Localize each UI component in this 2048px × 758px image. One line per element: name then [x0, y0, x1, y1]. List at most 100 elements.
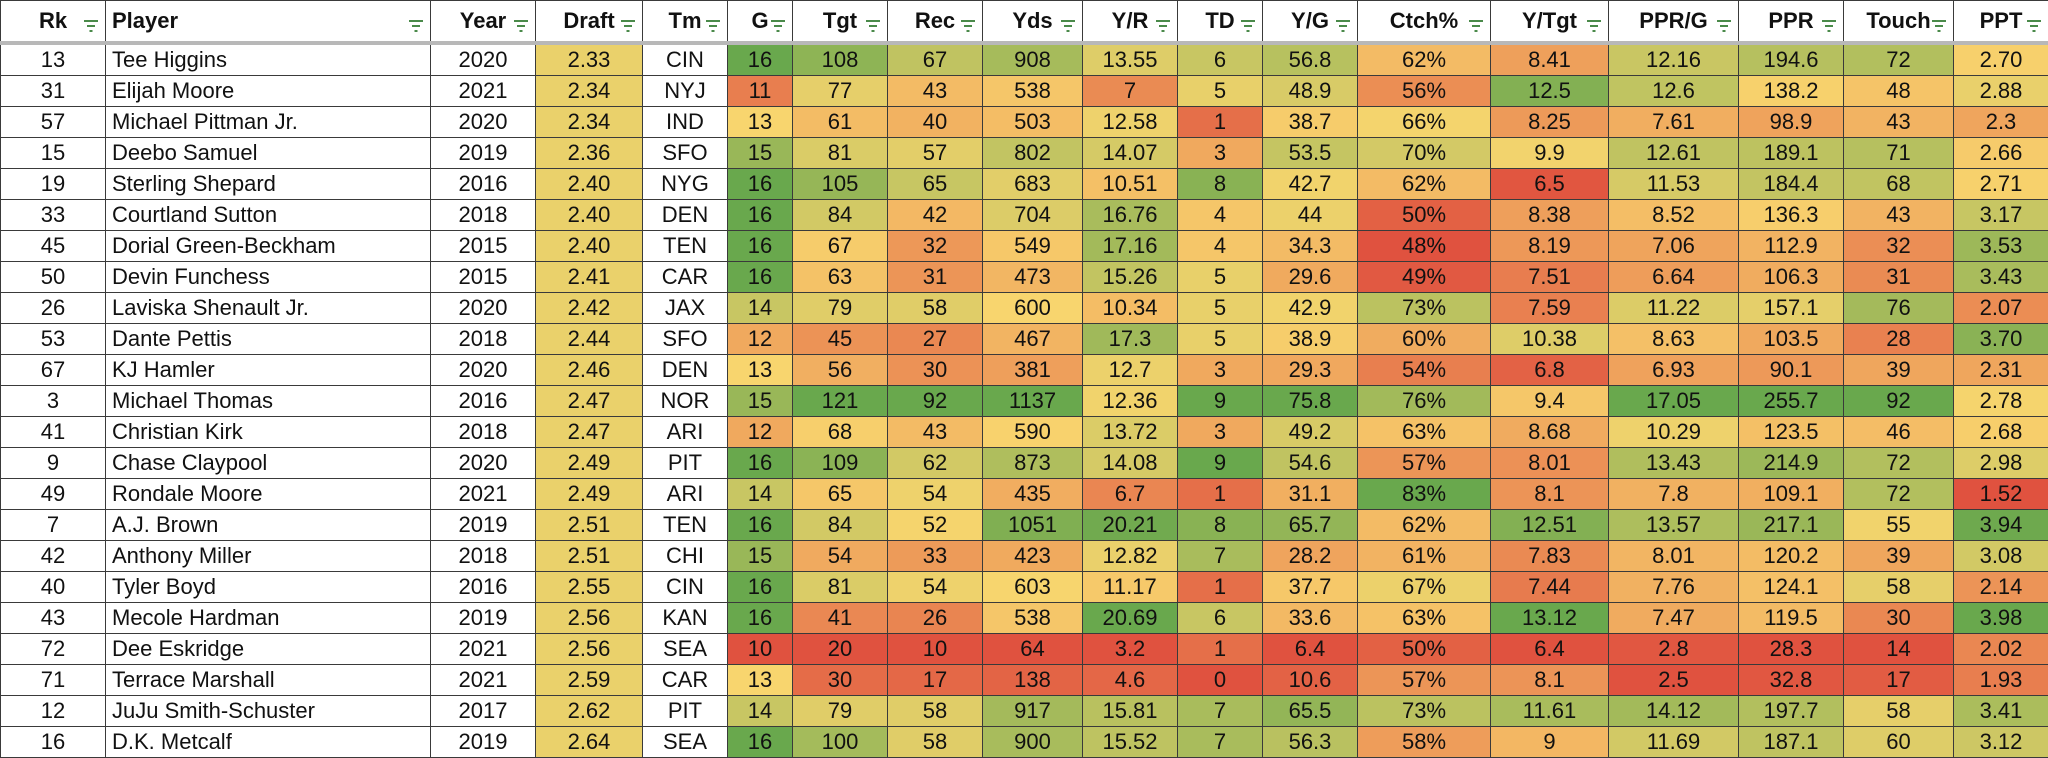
cell-touch[interactable]: 48 — [1844, 76, 1954, 107]
cell-y-tgt[interactable]: 7.83 — [1491, 541, 1609, 572]
cell-y-tgt[interactable]: 9 — [1491, 727, 1609, 758]
filter-icon[interactable] — [705, 13, 721, 27]
cell-rk[interactable]: 72 — [1, 634, 106, 665]
column-header-ctch[interactable]: Ctch% — [1358, 1, 1491, 44]
cell-ppr[interactable]: 109.1 — [1739, 479, 1844, 510]
cell-g[interactable]: 16 — [728, 448, 793, 479]
cell-draft[interactable]: 2.40 — [536, 200, 643, 231]
cell-ppr[interactable]: 255.7 — [1739, 386, 1844, 417]
cell-rk[interactable]: 53 — [1, 324, 106, 355]
cell-player[interactable]: Michael Pittman Jr. — [106, 107, 431, 138]
cell-yds[interactable]: 549 — [983, 231, 1083, 262]
cell-tm[interactable]: KAN — [643, 603, 728, 634]
cell-tm[interactable]: DEN — [643, 200, 728, 231]
cell-player[interactable]: Dorial Green-Beckham — [106, 231, 431, 262]
cell-rk[interactable]: 7 — [1, 510, 106, 541]
cell-yds[interactable]: 908 — [983, 43, 1083, 76]
cell-player[interactable]: Deebo Samuel — [106, 138, 431, 169]
cell-rk[interactable]: 57 — [1, 107, 106, 138]
column-header-ppt[interactable]: PPT — [1954, 1, 2048, 44]
cell-touch[interactable]: 43 — [1844, 107, 1954, 138]
cell-ppr[interactable]: 157.1 — [1739, 293, 1844, 324]
cell-yds[interactable]: 590 — [983, 417, 1083, 448]
cell-ppr[interactable]: 28.3 — [1739, 634, 1844, 665]
cell-y-g[interactable]: 49.2 — [1263, 417, 1358, 448]
cell-ppt[interactable]: 2.68 — [1954, 417, 2048, 448]
cell-ppr[interactable]: 90.1 — [1739, 355, 1844, 386]
cell-g[interactable]: 16 — [728, 231, 793, 262]
cell-ctch[interactable]: 73% — [1358, 293, 1491, 324]
cell-year[interactable]: 2016 — [431, 386, 536, 417]
cell-g[interactable]: 16 — [728, 603, 793, 634]
column-header-y-g[interactable]: Y/G — [1263, 1, 1358, 44]
cell-player[interactable]: A.J. Brown — [106, 510, 431, 541]
cell-rk[interactable]: 40 — [1, 572, 106, 603]
cell-y-r[interactable]: 6.7 — [1083, 479, 1178, 510]
cell-g[interactable]: 16 — [728, 169, 793, 200]
column-header-tm[interactable]: Tm — [643, 1, 728, 44]
cell-ppt[interactable]: 3.53 — [1954, 231, 2048, 262]
cell-player[interactable]: Sterling Shepard — [106, 169, 431, 200]
cell-y-r[interactable]: 4.6 — [1083, 665, 1178, 696]
cell-td[interactable]: 5 — [1178, 293, 1263, 324]
cell-tgt[interactable]: 108 — [793, 43, 888, 76]
cell-y-g[interactable]: 10.6 — [1263, 665, 1358, 696]
cell-player[interactable]: Rondale Moore — [106, 479, 431, 510]
column-header-rk[interactable]: Rk — [1, 1, 106, 44]
filter-icon[interactable] — [1060, 13, 1076, 27]
cell-ppr[interactable]: 189.1 — [1739, 138, 1844, 169]
cell-rk[interactable]: 9 — [1, 448, 106, 479]
cell-td[interactable]: 8 — [1178, 169, 1263, 200]
filter-icon[interactable] — [513, 13, 529, 27]
cell-yds[interactable]: 435 — [983, 479, 1083, 510]
cell-tgt[interactable]: 54 — [793, 541, 888, 572]
cell-year[interactable]: 2018 — [431, 324, 536, 355]
cell-ppr-g[interactable]: 8.01 — [1609, 541, 1739, 572]
cell-rec[interactable]: 52 — [888, 510, 983, 541]
cell-y-r[interactable]: 17.16 — [1083, 231, 1178, 262]
cell-ctch[interactable]: 83% — [1358, 479, 1491, 510]
filter-icon[interactable] — [1240, 13, 1256, 27]
cell-year[interactable]: 2020 — [431, 107, 536, 138]
cell-y-tgt[interactable]: 6.4 — [1491, 634, 1609, 665]
cell-tgt[interactable]: 56 — [793, 355, 888, 386]
cell-rk[interactable]: 31 — [1, 76, 106, 107]
cell-y-g[interactable]: 28.2 — [1263, 541, 1358, 572]
cell-player[interactable]: JuJu Smith-Schuster — [106, 696, 431, 727]
cell-ppr-g[interactable]: 7.61 — [1609, 107, 1739, 138]
cell-ppr-g[interactable]: 7.06 — [1609, 231, 1739, 262]
cell-ppr-g[interactable]: 2.5 — [1609, 665, 1739, 696]
cell-ppt[interactable]: 3.43 — [1954, 262, 2048, 293]
cell-ppt[interactable]: 1.52 — [1954, 479, 2048, 510]
cell-ppr[interactable]: 197.7 — [1739, 696, 1844, 727]
cell-touch[interactable]: 55 — [1844, 510, 1954, 541]
cell-ppr[interactable]: 106.3 — [1739, 262, 1844, 293]
cell-tgt[interactable]: 65 — [793, 479, 888, 510]
cell-ppr-g[interactable]: 12.6 — [1609, 76, 1739, 107]
cell-ppr-g[interactable]: 7.76 — [1609, 572, 1739, 603]
cell-draft[interactable]: 2.40 — [536, 169, 643, 200]
cell-player[interactable]: KJ Hamler — [106, 355, 431, 386]
cell-yds[interactable]: 64 — [983, 634, 1083, 665]
cell-y-tgt[interactable]: 7.51 — [1491, 262, 1609, 293]
filter-icon[interactable] — [1335, 13, 1351, 27]
cell-yds[interactable]: 704 — [983, 200, 1083, 231]
cell-y-g[interactable]: 65.7 — [1263, 510, 1358, 541]
column-header-ppr[interactable]: PPR — [1739, 1, 1844, 44]
cell-touch[interactable]: 31 — [1844, 262, 1954, 293]
cell-ppt[interactable]: 2.66 — [1954, 138, 2048, 169]
cell-y-tgt[interactable]: 8.1 — [1491, 665, 1609, 696]
cell-rk[interactable]: 45 — [1, 231, 106, 262]
cell-yds[interactable]: 423 — [983, 541, 1083, 572]
cell-tgt[interactable]: 20 — [793, 634, 888, 665]
cell-y-g[interactable]: 31.1 — [1263, 479, 1358, 510]
cell-tm[interactable]: CIN — [643, 572, 728, 603]
cell-draft[interactable]: 2.62 — [536, 696, 643, 727]
cell-touch[interactable]: 76 — [1844, 293, 1954, 324]
cell-tm[interactable]: SFO — [643, 138, 728, 169]
cell-ctch[interactable]: 76% — [1358, 386, 1491, 417]
cell-player[interactable]: Devin Funchess — [106, 262, 431, 293]
